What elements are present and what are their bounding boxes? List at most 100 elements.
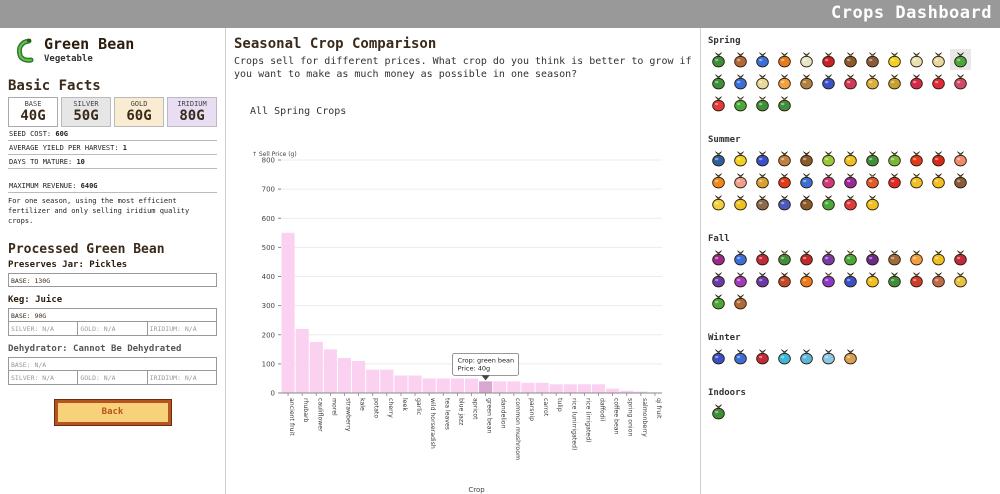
crop-tile-peach[interactable]	[950, 148, 971, 169]
crop-tile-leek[interactable]	[752, 93, 773, 114]
crop-tile-summer-spangle[interactable]	[730, 192, 751, 213]
crop-tile-cauliflower[interactable]	[796, 49, 817, 70]
crop-tile-crystal-fruit[interactable]	[774, 346, 795, 367]
price-silver: SILVER 50G	[61, 97, 111, 127]
crop-tile-strawberry[interactable]	[928, 71, 949, 92]
crop-tile-poppy[interactable]	[774, 170, 795, 191]
crop-tile-flower-pot[interactable]	[862, 192, 883, 213]
crop-tile-artichoke[interactable]	[730, 247, 751, 268]
crop-tile-beet[interactable]	[752, 247, 773, 268]
crop-tile-cherry[interactable]	[818, 49, 839, 70]
crop-tile-blue-pot[interactable]	[796, 170, 817, 191]
crop-tile-amaranth-2[interactable]	[730, 269, 751, 290]
crop-tile-indoor-plant[interactable]	[708, 401, 729, 422]
crop-tile-morel[interactable]	[862, 49, 883, 70]
crop-tile-coffee-bean[interactable]	[730, 49, 751, 70]
crop-tile-herb[interactable]	[862, 148, 883, 169]
crop-tile-blueberry[interactable]	[752, 148, 773, 169]
crop-tile-corn[interactable]	[840, 148, 861, 169]
crop-tile-rhubarb-stalk[interactable]	[950, 71, 971, 92]
crop-tile-banana[interactable]	[730, 148, 751, 169]
crop-tile-bok-choy-2[interactable]	[840, 247, 861, 268]
crop-tile-pumpkin[interactable]	[796, 269, 817, 290]
crop-tile-eggplant-2[interactable]	[708, 269, 729, 290]
crop-tile-green-bean[interactable]	[950, 49, 971, 70]
crop-tile-holly[interactable]	[752, 346, 773, 367]
crop-tile-blueberry-bush[interactable]	[774, 192, 795, 213]
crop-tile-parsnip[interactable]	[752, 71, 773, 92]
crop-tile-fairy-rose[interactable]	[906, 247, 927, 268]
crop-tile-hops-2[interactable]	[884, 148, 905, 169]
crop-tile-blue-jar[interactable]	[840, 269, 861, 290]
crop-tile-coconut[interactable]	[796, 148, 817, 169]
crop-tile-orange[interactable]	[708, 170, 729, 191]
crop-tile-pineapple[interactable]	[752, 170, 773, 191]
crop-tile-herb-3[interactable]	[884, 269, 905, 290]
banana-icon	[734, 151, 747, 167]
crop-tile-banana-2[interactable]	[708, 192, 729, 213]
crop-tile-radish-2[interactable]	[840, 192, 861, 213]
crop-tile-jar[interactable]	[730, 71, 751, 92]
crop-tile-yam[interactable]	[928, 269, 949, 290]
crop-tile-sunflower-2[interactable]	[862, 269, 883, 290]
crop-tile-rice[interactable]	[928, 49, 949, 70]
crop-tile-snail[interactable]	[840, 346, 861, 367]
crop-tile-eggplant[interactable]	[862, 247, 883, 268]
crop-tile-spring-onion[interactable]	[730, 93, 751, 114]
price-silver-label: SILVER	[73, 100, 99, 108]
crop-tile-winter-1[interactable]	[708, 346, 729, 367]
crop-tile-daffodil[interactable]	[884, 49, 905, 70]
crop-tile-summer-1[interactable]	[708, 148, 729, 169]
crop-tile-radish[interactable]	[818, 170, 839, 191]
crop-tile-bread[interactable]	[774, 148, 795, 169]
crop-tile-corn-2[interactable]	[928, 247, 949, 268]
crop-tile-apricot[interactable]	[774, 71, 795, 92]
crop-tile-hops[interactable]	[818, 148, 839, 169]
crop-tile-tulip-pot[interactable]	[774, 93, 795, 114]
crop-tile-pomegranate-2[interactable]	[906, 269, 927, 290]
crop-tile-carrot[interactable]	[774, 49, 795, 70]
crop-tile-pomegranate[interactable]	[774, 269, 795, 290]
crop-tile-red-cabbage[interactable]	[840, 170, 861, 191]
crop-tile-strawberry-2[interactable]	[708, 93, 729, 114]
crop-tile-sweet-gem[interactable]	[730, 291, 751, 312]
crop-tile-purple-mushroom[interactable]	[818, 269, 839, 290]
crop-tile-grape-2[interactable]	[752, 269, 773, 290]
crop-tile-tomato[interactable]	[884, 170, 905, 191]
crop-tile-winter-2[interactable]	[730, 346, 751, 367]
crop-tile-bok-choy[interactable]	[774, 247, 795, 268]
crop-tile-herb-2[interactable]	[818, 192, 839, 213]
crop-tile-grape[interactable]	[818, 247, 839, 268]
crop-tile-winter-root[interactable]	[818, 346, 839, 367]
y-axis-label: ↑ Sell Price (g)	[252, 151, 297, 158]
crop-tile-garlic[interactable]	[906, 49, 927, 70]
crop-tile-blue-jazz[interactable]	[752, 49, 773, 70]
crop-tile-hot-pepper[interactable]	[906, 148, 927, 169]
crop-tile-rhubarb[interactable]	[840, 71, 861, 92]
crop-tile-potato[interactable]	[796, 71, 817, 92]
crop-tile-starfruit[interactable]	[906, 170, 927, 191]
crop-tile-radish-3[interactable]	[950, 247, 971, 268]
crop-tile-kale[interactable]	[708, 71, 729, 92]
crop-tile-wild-log[interactable]	[796, 192, 817, 213]
crop-tile-mushroom[interactable]	[862, 170, 883, 191]
back-button[interactable]: Back	[53, 399, 172, 426]
crop-tile-blue-berries[interactable]	[818, 71, 839, 92]
crop-tile-mushroom-2[interactable]	[884, 247, 905, 268]
crop-tile-leaf[interactable]	[708, 291, 729, 312]
crop-tile-wheat-3[interactable]	[950, 269, 971, 290]
crop-tile-tea-sapling[interactable]	[708, 49, 729, 70]
crop-tile-taro-root[interactable]	[752, 192, 773, 213]
crop-tile-salmonberry[interactable]	[906, 71, 927, 92]
crop-tile-taro[interactable]	[950, 170, 971, 191]
crop-tile-wheat[interactable]	[862, 71, 883, 92]
crop-tile-coffee-bean-2[interactable]	[840, 49, 861, 70]
crop-tile-cranberry[interactable]	[796, 247, 817, 268]
crop-tile-peach-2[interactable]	[730, 170, 751, 191]
bar-salmonberry	[634, 391, 648, 393]
crop-tile-sunflower[interactable]	[928, 170, 949, 191]
crop-tile-chili[interactable]	[928, 148, 949, 169]
crop-tile-amaranth[interactable]	[708, 247, 729, 268]
crop-tile-snow-yam[interactable]	[796, 346, 817, 367]
crop-tile-wheat-2[interactable]	[884, 71, 905, 92]
